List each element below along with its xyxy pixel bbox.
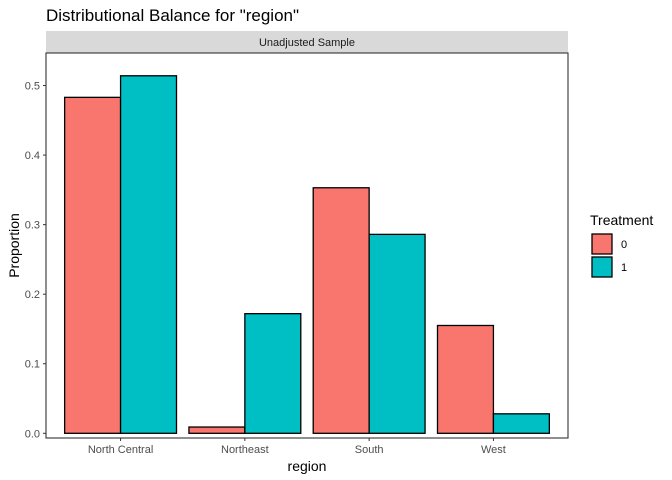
legend-key-0 (591, 233, 613, 255)
x-axis: North Central Northeast South West (88, 438, 506, 456)
x-tick-label: West (481, 444, 506, 456)
bar-south-treatment-1 (368, 233, 426, 434)
legend-label-0: 0 (621, 239, 627, 251)
legend-label-1: 1 (621, 262, 627, 274)
bar-west-treatment-0 (436, 324, 495, 434)
x-axis-title: region (288, 458, 327, 474)
legend: Treatment 0 1 (590, 212, 653, 278)
facet-strip-label: Unadjusted Sample (259, 37, 355, 49)
y-tick-label: 0.0 (25, 428, 40, 440)
x-tick-label: North Central (88, 444, 153, 456)
bar-west-treatment-1 (492, 413, 551, 434)
plot-panel-border (45, 52, 569, 439)
legend-title: Treatment (590, 212, 653, 228)
legend-key-1 (591, 256, 613, 278)
y-axis-title: Proportion (6, 213, 22, 278)
bar-north-central-treatment-1 (119, 75, 178, 434)
bar-south-treatment-0 (312, 187, 370, 434)
y-tick-label: 0.3 (25, 220, 40, 232)
bar-northeast-treatment-1 (244, 313, 302, 434)
facet-strip (46, 31, 568, 53)
y-tick-label: 0.4 (25, 150, 40, 162)
y-axis: 0.0 0.1 0.2 0.3 0.4 0.5 (25, 81, 46, 440)
bar-north-central-treatment-0 (63, 96, 122, 434)
bar-northeast-treatment-0 (188, 426, 246, 434)
y-tick-label: 0.5 (25, 81, 40, 93)
y-tick-label: 0.1 (25, 359, 40, 371)
y-tick-label: 0.2 (25, 289, 40, 301)
x-tick-label: South (355, 444, 384, 456)
bars-layer (63, 75, 551, 434)
chart-title: Distributional Balance for "region" (46, 6, 299, 25)
x-tick-label: Northeast (221, 444, 269, 456)
